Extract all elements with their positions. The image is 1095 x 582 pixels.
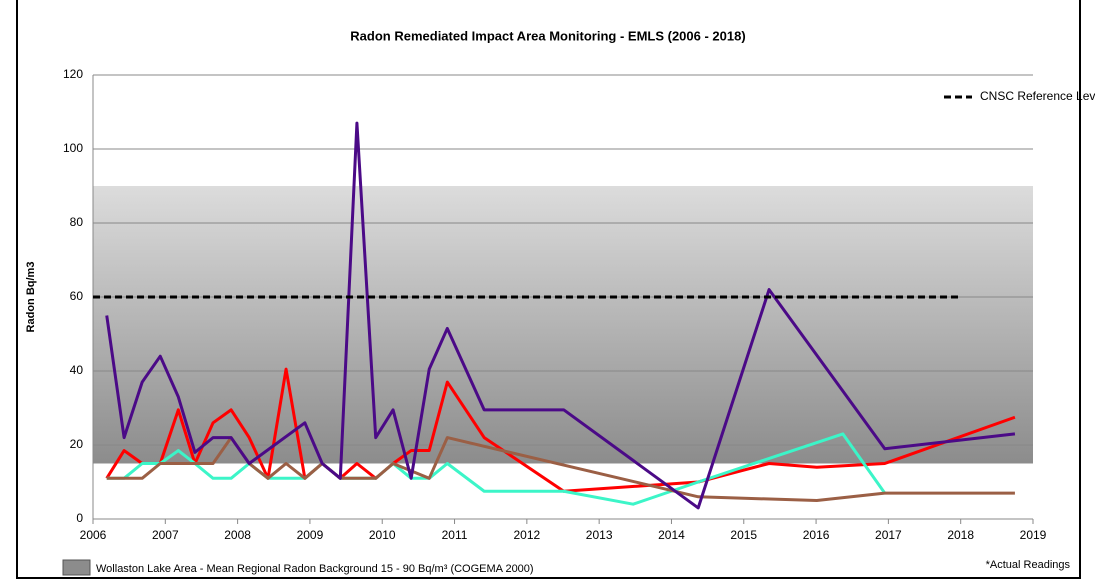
x-tick-label: 2019 <box>1020 528 1047 542</box>
band-legend-swatch <box>62 559 91 576</box>
x-tick-label: 2008 <box>224 528 251 542</box>
y-tick-label: 0 <box>76 511 83 525</box>
band-label: Wollaston Lake Area - Mean Regional Rado… <box>96 563 534 575</box>
x-tick-label: 2011 <box>442 528 468 542</box>
y-tick-label: 100 <box>63 141 83 155</box>
legend-label: CNSC Reference Level <box>980 89 1095 103</box>
x-tick-label: 2014 <box>658 528 685 542</box>
x-tick-label: 2007 <box>152 528 179 542</box>
background-band <box>93 186 1033 464</box>
x-tick-label: 2015 <box>730 528 757 542</box>
x-tick-label: 2013 <box>586 528 613 542</box>
chart-title: Radon Remediated Impact Area Monitoring … <box>350 28 745 43</box>
x-tick-label: 2018 <box>947 528 974 542</box>
y-axis-label: Radon Bq/m3 <box>25 262 37 333</box>
x-tick-label: 2016 <box>803 528 830 542</box>
x-tick-label: 2009 <box>297 528 324 542</box>
y-tick-label: 120 <box>63 67 83 81</box>
x-tick-label: 2006 <box>80 528 107 542</box>
y-tick-label: 60 <box>70 289 84 303</box>
y-tick-label: 80 <box>70 215 84 229</box>
x-tick-label: 2010 <box>369 528 396 542</box>
y-tick-label: 20 <box>70 437 84 451</box>
x-tick-label: 2012 <box>513 528 540 542</box>
y-tick-label: 40 <box>70 363 84 377</box>
x-tick-label: 2017 <box>875 528 902 542</box>
note: *Actual Readings <box>986 559 1071 571</box>
series-line <box>105 121 1016 510</box>
